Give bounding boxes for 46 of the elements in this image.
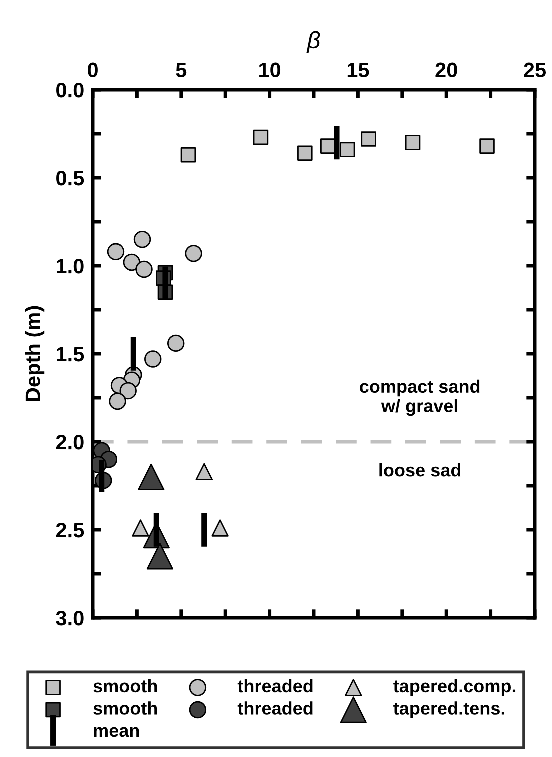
y-tick-label: 3.0 — [56, 611, 84, 626]
y-tick-label: 2.0 — [56, 435, 84, 450]
y-tick-label: 0.0 — [56, 83, 84, 98]
point — [180, 147, 196, 163]
point — [320, 138, 336, 154]
x-tick-label: 25 — [524, 62, 546, 78]
point — [361, 132, 376, 147]
legend-label: threaded — [238, 679, 313, 693]
x-tick-label: 10 — [260, 62, 281, 78]
point — [167, 334, 185, 352]
point — [132, 520, 150, 537]
point — [253, 130, 269, 146]
point — [107, 243, 125, 261]
legend-label: mean — [94, 727, 140, 738]
y-tick-label: 2.5 — [56, 523, 84, 538]
x-tick-label: 15 — [348, 63, 370, 78]
point — [138, 464, 165, 491]
point — [212, 520, 229, 537]
point — [146, 543, 174, 570]
annotation: loose sad — [380, 464, 461, 477]
x-axis-title: β — [306, 31, 320, 54]
point — [185, 245, 202, 262]
legend-label: threaded — [238, 702, 313, 715]
point — [340, 142, 356, 158]
y-tick-label: 1.0 — [57, 259, 84, 274]
point — [480, 138, 495, 154]
point — [109, 392, 126, 410]
y-tick-label: 1.5 — [57, 347, 84, 362]
point — [136, 260, 153, 278]
x-tick-label: 20 — [436, 62, 458, 78]
x-tick-label: 5 — [176, 63, 187, 78]
point — [120, 382, 137, 400]
point — [196, 463, 213, 481]
y-axis-title: Depth (m) — [25, 306, 45, 402]
legend-label: smooth — [94, 702, 158, 715]
legend-label: tapered.tens. — [394, 702, 504, 718]
y-tick-label: 0.5 — [56, 171, 84, 186]
annotation: compact sand w/ gravel — [360, 380, 480, 416]
point — [144, 350, 162, 368]
point — [405, 135, 421, 150]
legend-label: smooth — [94, 679, 158, 693]
point — [134, 230, 152, 248]
point — [298, 146, 313, 161]
legend-label: tapered.comp. — [394, 679, 516, 696]
point — [123, 254, 141, 272]
x-tick-label: 0 — [88, 62, 98, 78]
